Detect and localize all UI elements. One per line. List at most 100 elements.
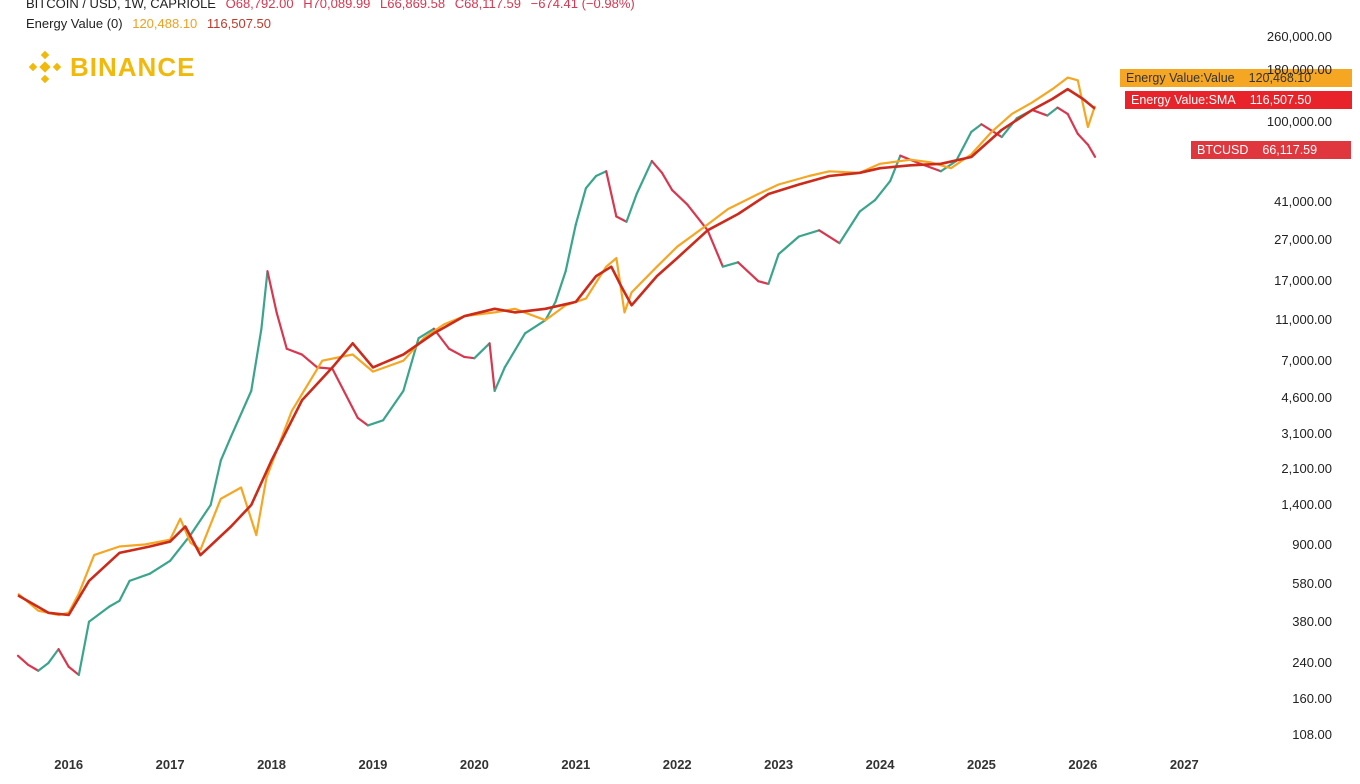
indicator-legend: Energy Value (0) 120,488.10 116,507.50 [26,16,277,31]
energy-sma-tag-value: 116,507.50 [1249,93,1312,107]
btcusd-price-segment [493,366,506,392]
btcusd-price-segment [229,389,253,438]
binance-wordmark: BINANCE [70,51,196,82]
energy-sma-line [17,87,1096,617]
btcusd-price-segment [16,654,30,666]
btcusd-price-segment [118,579,131,602]
btcusd-price-segment [1031,108,1049,117]
btcusd-price-segment [275,311,288,350]
btcusd-price-segment [108,599,121,608]
x-tick-label: 2021 [561,757,591,772]
ohlc-low: L66,869.58 [380,0,446,11]
x-tick-label: 2025 [966,757,996,772]
btcusd-price-segment [554,270,567,303]
btcusd-price-segment [955,130,973,163]
btcusd-price-segment [382,389,405,422]
y-tick-label: 7,000.00 [1281,352,1332,368]
btcusd-price-segment [473,342,491,360]
ohlc-close: C68,117.59 [454,0,522,11]
indicator-name: Energy Value (0) [26,16,123,31]
y-tick-label: 4,600.00 [1281,390,1332,406]
btcusd-price-segment [523,319,547,335]
energy-value-tag-label: Energy Value:Value [1126,71,1235,85]
btcusd-price-segment [1066,112,1079,135]
y-tick-label: 17,000.00 [1274,273,1332,289]
y-tick-label: 900.00 [1292,536,1332,552]
btcusd-price-segment [635,159,653,196]
btcusd-price-segment [757,280,770,285]
btcusd-price-segment [1086,143,1097,158]
btcusd-price-segment [77,620,91,677]
y-tick-label: 3,100.00 [1281,425,1332,441]
btcusd-price-segment [1076,132,1090,146]
x-tick-label: 2020 [459,757,489,772]
btcusd-price-segment [858,199,877,213]
symbol-legend: BITCOIN / USD, 1W, CAPRIOLE O68,792.00 H… [26,0,641,11]
btcusd-price-segment [838,210,861,245]
btcusd-price-segment [544,300,557,322]
energy-value-line [17,76,1097,617]
btcusd-price-segment [721,261,740,268]
btcusd-price-segment [970,123,983,133]
btcusd-price-segment [594,170,608,178]
y-tick-label: 240.00 [1292,654,1332,670]
binance-logo-icon [28,50,62,84]
btcusd-price-segment [650,159,664,174]
btcusd-price-segment [189,503,212,537]
btcusd-price-segment [331,367,359,419]
btcusd-price-segment [27,663,40,672]
x-tick-label: 2019 [358,757,388,772]
energy-value-tag-value: 120,468.10 [1248,71,1312,85]
y-tick-label: 260,000.00 [1266,28,1332,44]
y-tick-label: 380.00 [1292,613,1332,629]
y-tick-label: 11,000.00 [1275,312,1332,328]
btcusd-price-segment [574,187,588,226]
btcusd-price-segment [488,342,496,392]
energy-sma-tag-label: Energy Value:SMA [1131,93,1236,107]
btcusd-price-segment [1046,106,1059,117]
btcusd-price-segment [939,159,958,173]
y-tick-label: 180,000.00 [1266,61,1332,77]
btcusd-price-segment [706,229,724,268]
ohlc-change: −674.41 (−0.98%) [530,0,635,11]
btcusd-price-segment [266,270,278,314]
x-tick-label: 2024 [865,757,895,772]
y-tick-label: 2,100.00 [1281,460,1332,476]
y-tick-label: 160.00 [1292,691,1332,707]
btcusd-price-segment [503,332,527,369]
y-tick-label: 41,000.00 [1274,194,1332,210]
btcusd-price-segment [605,170,618,218]
indicator-value: 120,488.10 [132,16,198,31]
btcusd-price-segment [148,559,172,575]
btcusd-price-segment [463,355,476,360]
btcusd-price-segment [818,229,841,245]
btcusd-price-segment [660,171,674,192]
btcusd-price-segment [584,174,598,190]
btcusd-price-segment [797,229,821,238]
btcusd-price-segment [615,215,628,223]
x-tick-label: 2017 [155,757,185,772]
btcusd-price-segment [47,648,60,665]
btcusd-price-segment [366,419,385,427]
energy-value-tag: Energy Value:Value 120,468.10 [1120,69,1352,87]
btcusd-price-segment [767,253,780,285]
energy-sma-tag: Energy Value:SMA 116,507.50 [1125,91,1352,109]
btcusd-price-segment [625,192,638,223]
y-tick-label: 1,400.00 [1281,496,1332,512]
btcusd-price-segment [260,270,269,330]
binance-watermark: BINANCE [28,50,195,84]
btcusd-price-segment [209,459,222,507]
indicator-sma: 116,507.50 [206,16,272,31]
x-tick-label: 2023 [764,757,794,772]
btcusd-price-segment [1056,106,1069,116]
btcusd-price-segment [128,572,151,582]
btcusd-price-segment [889,154,902,183]
btcusd-price-segment [447,347,466,359]
btcusd-price-segment [564,223,577,273]
btcusd-price-segment [67,665,80,677]
btcusd-price-segment [37,661,50,672]
btcusd-price-segment [169,533,192,562]
btcusd-price-segment [736,261,760,283]
symbol-title: BITCOIN / USD, 1W, CAPRIOLE [26,0,216,11]
